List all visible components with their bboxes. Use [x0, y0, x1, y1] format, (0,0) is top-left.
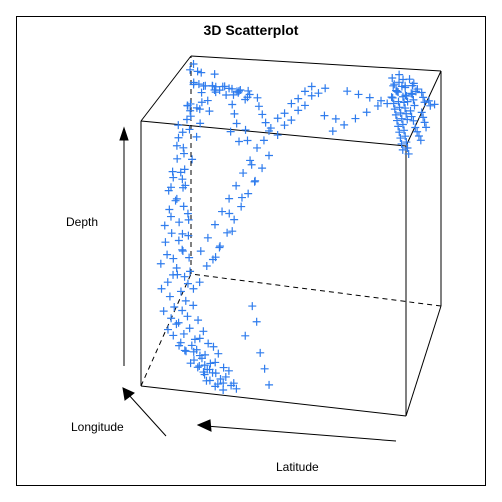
x-axis-label: Latitude: [276, 460, 319, 474]
y-axis-label: Longitude: [71, 420, 124, 434]
chart-frame: 3D Scatterplot DepthLongitudeLatitude: [0, 0, 502, 502]
data-points: [157, 60, 439, 394]
z-axis-label: Depth: [66, 215, 98, 229]
scatter3d-plot: Depth Longitude Latitude: [16, 16, 486, 486]
